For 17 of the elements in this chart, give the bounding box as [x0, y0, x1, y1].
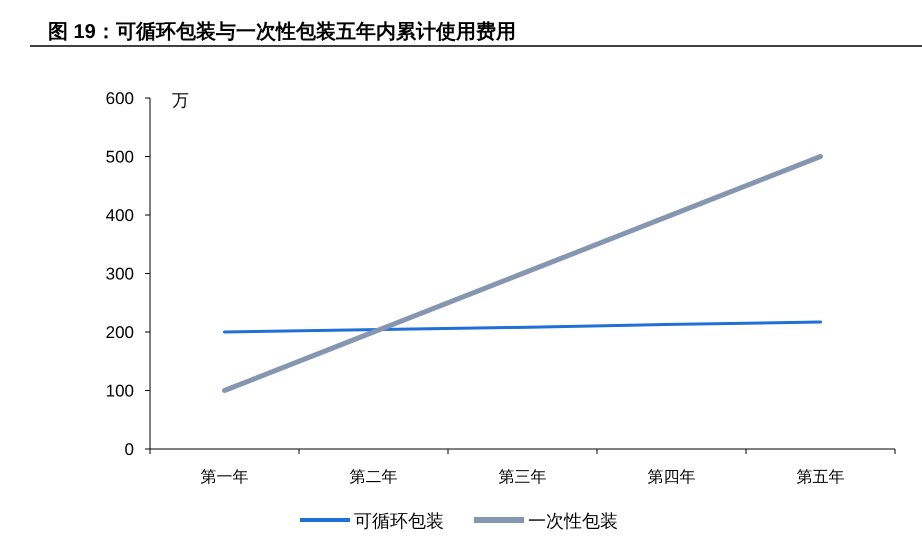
y-tick-label: 100	[106, 382, 134, 400]
y-tick-label: 500	[106, 148, 134, 166]
x-tick-label: 第四年	[648, 469, 696, 486]
x-tick-label: 第一年	[200, 469, 248, 486]
x-tick-label: 第二年	[350, 469, 398, 486]
x-tick-label: 第五年	[796, 469, 844, 486]
line-series	[223, 320, 822, 334]
y-tick-label: 600	[106, 89, 134, 108]
y-tick-label: 300	[106, 264, 134, 284]
x-tick-label: 第三年	[498, 469, 546, 486]
chart-title: 图 19：可循环包装与一次性包装五年内累计使用费用	[48, 21, 516, 43]
y-tick-label: 400	[106, 206, 134, 225]
y-tick-label: 200	[106, 323, 134, 342]
y-axis-title: 万	[172, 91, 189, 110]
legend-label: 可循环包装	[354, 511, 444, 531]
legend-label: 一次性包装	[528, 511, 618, 531]
y-tick-label: 0	[124, 440, 134, 459]
